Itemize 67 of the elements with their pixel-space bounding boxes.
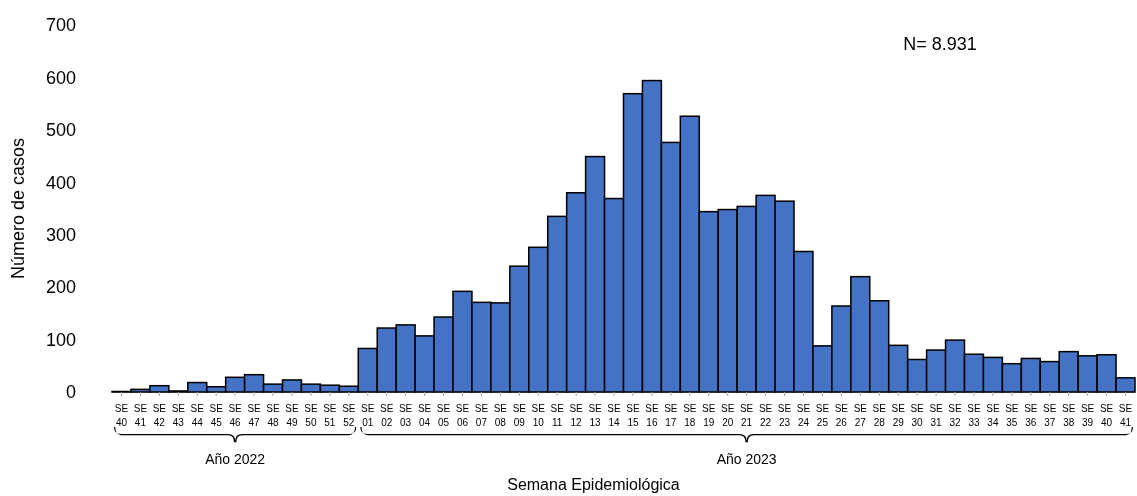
x-tick-label: SE 36 (1024, 403, 1038, 428)
x-tick-label: SE 05 (436, 403, 451, 428)
x-tick-label: SE 21 (739, 403, 754, 428)
x-tick-label: SE 03 (398, 403, 413, 428)
y-tick-label: 300 (45, 225, 76, 246)
x-tick-label: SE 47 (247, 403, 262, 428)
x-tick-label: SE 37 (1043, 403, 1057, 428)
x-tick-label: SE 23 (777, 403, 792, 428)
y-tick-label: 400 (45, 172, 76, 193)
y-tick-label: 500 (45, 120, 76, 141)
x-tick-label: SE 26 (834, 403, 849, 428)
x-tick-label: SE 11 (550, 403, 565, 428)
x-tick-label: SE 43 (171, 403, 186, 428)
text: Año 2022 (205, 451, 266, 467)
x-tick-label: SE 44 (190, 403, 205, 428)
x-tick-label: SE 31 (929, 403, 944, 428)
annotation: N= 8.931 (903, 34, 977, 54)
x-tick-label: SE 52 (342, 403, 356, 428)
y-tick-label: 600 (45, 67, 76, 88)
x-tick-label: SE 33 (967, 403, 981, 428)
y-tick-label: 700 (45, 15, 76, 36)
x-tick-label: SE 08 (493, 403, 508, 428)
y-tick-label: 100 (45, 329, 76, 350)
x-tick-label: SE 34 (986, 403, 1000, 428)
x-tick-label: SE 01 (361, 403, 375, 428)
x-tick-label: SE 24 (796, 403, 811, 428)
x-tick-label: SE 32 (948, 403, 963, 428)
x-tick-label: SE 40 (1099, 403, 1114, 428)
x-tick-label: SE 48 (266, 403, 281, 428)
x-tick-label: SE 13 (588, 403, 603, 428)
y-tick-label: 0 (65, 382, 76, 403)
x-tick-label: SE 29 (891, 403, 906, 428)
x-tick-label: SE 19 (702, 403, 716, 428)
x-tick-label: SE 40 (114, 403, 129, 428)
y-tick-label: 200 (45, 277, 76, 298)
x-tick-label: SE 18 (683, 403, 697, 428)
x-tick-label: SE 35 (1005, 403, 1019, 428)
x-tick-label: SE 14 (607, 403, 622, 428)
x-tick-label: SE 07 (474, 403, 489, 428)
x-tick-label: SE 42 (152, 403, 167, 428)
x-tick-label: SE 45 (209, 403, 224, 428)
x-tick-label: SE 28 (872, 403, 887, 428)
x-tick-label: SE 22 (758, 403, 773, 428)
x-tick-label: SE 41 (1118, 403, 1133, 428)
x-tick-label: SE 20 (721, 403, 735, 428)
text: Año 2023 (716, 451, 777, 467)
x-tick-label: SE 30 (910, 403, 925, 428)
x-tick-label: SE 49 (285, 403, 299, 428)
x-tick-label: SE 06 (455, 403, 470, 428)
x-tick-label: SE 27 (853, 403, 868, 428)
x-tick-label: SE 38 (1062, 403, 1076, 428)
x-tick-label: SE 10 (531, 403, 546, 428)
x-tick-label: SE 41 (133, 403, 148, 428)
y-axis-title: Número de casos (8, 137, 28, 280)
x-tick-label: SE 02 (380, 403, 394, 428)
x-tick-label: SE 12 (569, 403, 584, 428)
x-tick-label: SE 15 (626, 403, 640, 428)
x-tick-label: SE 50 (304, 403, 318, 428)
x-tick-label: SE 39 (1080, 403, 1095, 428)
x-tick-label: SE 16 (645, 403, 659, 428)
x-tick-label: SE 04 (417, 403, 432, 428)
x-tick-label: SE 46 (228, 403, 243, 428)
x-axis-title: Semana Epidemiológica (507, 476, 680, 493)
x-tick-label: SE 25 (815, 403, 830, 428)
x-tick-label: SE 17 (664, 403, 678, 428)
x-tick-label: SE 51 (323, 403, 337, 428)
x-tick-label: SE 09 (512, 403, 527, 428)
